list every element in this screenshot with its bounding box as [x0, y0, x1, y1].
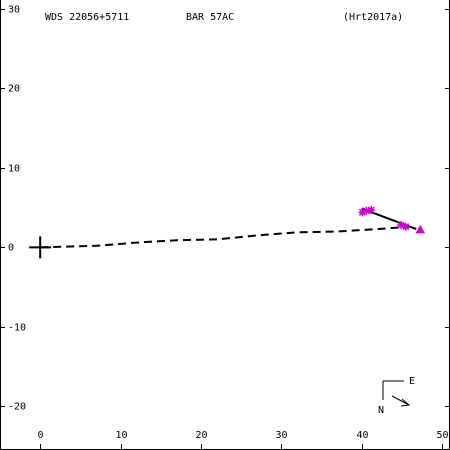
triangle-point	[415, 224, 426, 234]
asterisk-point	[401, 222, 410, 231]
asterisk-stroke	[402, 223, 410, 231]
x-tick-label: 40	[356, 430, 368, 441]
motion-arrow-head	[400, 398, 411, 407]
asterisk-point	[362, 206, 371, 215]
asterisk-stroke	[367, 206, 375, 214]
y-tick-label: -10	[8, 323, 26, 334]
asterisk-point	[367, 206, 376, 215]
y-tick-label: -20	[8, 402, 26, 413]
y-tick-label: 20	[8, 84, 20, 95]
x-tick-label: 20	[195, 430, 207, 441]
y-tick-label: 30	[8, 5, 20, 16]
orbit-track-line	[40, 225, 410, 249]
motion-arrow-shaft	[391, 395, 410, 406]
x-tick-label: 10	[115, 430, 127, 441]
x-tick-label: 30	[275, 430, 287, 441]
y-tick-label: 0	[8, 243, 14, 254]
compass-rose: E N	[378, 376, 415, 416]
x-tick-label: 0	[37, 430, 43, 441]
asterisk-stroke	[397, 221, 405, 229]
orbit-track	[40, 225, 410, 249]
asterisk-stroke	[362, 207, 370, 215]
compass-north-label: N	[378, 405, 384, 416]
x-tick-label: 50	[436, 430, 448, 441]
discoverer-label: BAR 57AC	[186, 12, 234, 23]
reference-label: (Hrt2017a)	[343, 12, 403, 23]
compass-east-label: E	[409, 376, 415, 387]
designation-label: WDS 22056+5711	[45, 12, 129, 23]
y-tick-label: 10	[8, 164, 20, 175]
data-marks	[358, 206, 426, 234]
